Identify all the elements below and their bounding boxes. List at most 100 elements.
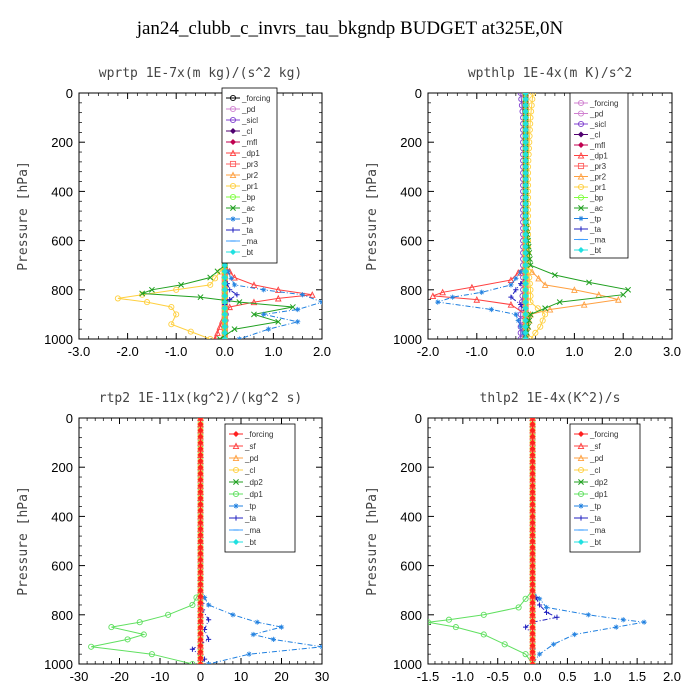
series-point: [197, 537, 204, 545]
series-point: [529, 418, 536, 421]
series-point: [221, 102, 228, 109]
series-point: [222, 317, 228, 324]
series-point: [520, 243, 527, 250]
series-point: [221, 144, 229, 152]
legend-marker: [577, 490, 585, 498]
series-point: [221, 93, 228, 97]
series-point: [522, 188, 529, 195]
series-point: [525, 151, 532, 158]
series-point: [522, 145, 529, 152]
series-point: [221, 212, 228, 220]
legend-marker: [232, 538, 240, 546]
series-point: [221, 267, 229, 275]
series-line-tp: [224, 93, 322, 339]
series-point: [221, 188, 228, 195]
series-point: [522, 138, 529, 146]
series-point: [529, 630, 536, 637]
series-point: [221, 299, 228, 306]
series-point: [501, 641, 508, 648]
series-point: [221, 188, 228, 195]
series-point: [197, 464, 204, 471]
series-point: [221, 151, 228, 158]
series-point: [529, 512, 536, 520]
series-point: [197, 427, 204, 434]
series-point: [529, 420, 536, 428]
series-point: [214, 329, 221, 336]
series-point: [136, 619, 143, 626]
series-point: [529, 519, 536, 526]
series-point: [197, 452, 204, 458]
series-point: [221, 243, 229, 250]
series-point: [221, 249, 228, 256]
y-tick-label: 800: [400, 608, 422, 623]
series-point: [525, 157, 532, 164]
series-point: [221, 280, 228, 287]
series-point: [529, 531, 536, 538]
legend-marker: [229, 116, 237, 124]
series-point: [522, 206, 529, 213]
series-point: [529, 495, 536, 501]
series-point: [522, 93, 529, 97]
series-point: [199, 607, 206, 613]
series-point: [522, 292, 529, 300]
series-point: [529, 581, 536, 588]
series-point: [197, 611, 204, 618]
series-point: [221, 181, 229, 189]
series-point: [319, 644, 322, 650]
legend-label: _bp: [589, 194, 604, 203]
series-point: [522, 231, 529, 238]
x-tick-label: 0.5: [558, 669, 576, 684]
series-point: [221, 249, 228, 256]
series-point: [197, 636, 204, 643]
series-point: [541, 281, 549, 288]
series-point: [522, 243, 529, 250]
series-point: [529, 421, 536, 428]
series-point: [197, 574, 204, 581]
series-point: [197, 654, 204, 661]
legend-label: _pd: [589, 454, 603, 463]
series-point: [525, 237, 531, 244]
series-point: [529, 630, 536, 637]
series-point: [480, 611, 487, 618]
series-point: [523, 213, 529, 219]
series-group: [428, 418, 647, 664]
series-point: [221, 132, 228, 140]
series-point: [197, 568, 204, 575]
series-point: [524, 225, 532, 232]
series-point: [319, 299, 322, 305]
series-point: [529, 507, 536, 513]
series-point: [529, 438, 536, 446]
series-point: [197, 611, 204, 618]
series-point: [222, 194, 228, 201]
series-point: [522, 107, 529, 115]
series-point: [221, 243, 228, 250]
series-point: [221, 237, 228, 244]
x-tick-label: -2.0: [417, 344, 439, 359]
legend-marker: [230, 227, 236, 233]
series-point: [197, 642, 204, 649]
series-point: [222, 176, 228, 182]
series-point: [529, 654, 536, 661]
series-point: [529, 635, 536, 643]
series-point: [508, 282, 514, 288]
series-point: [529, 635, 536, 643]
series-point: [529, 581, 536, 588]
series-point: [449, 294, 455, 300]
series-point: [221, 96, 228, 103]
series-point: [197, 556, 204, 563]
series-point: [227, 297, 233, 303]
series-point: [197, 488, 204, 495]
series-point: [522, 188, 529, 195]
series-point: [197, 482, 204, 489]
series-point: [522, 96, 529, 103]
series-point: [529, 489, 536, 495]
series-point: [522, 102, 529, 109]
series-point: [221, 256, 228, 263]
series-point: [222, 133, 228, 139]
legend-marker: [577, 246, 585, 254]
series-point: [523, 127, 529, 133]
series-point: [221, 323, 228, 330]
y-tick-label: 0: [415, 411, 422, 426]
series-point: [522, 132, 529, 140]
series-point: [529, 458, 536, 464]
